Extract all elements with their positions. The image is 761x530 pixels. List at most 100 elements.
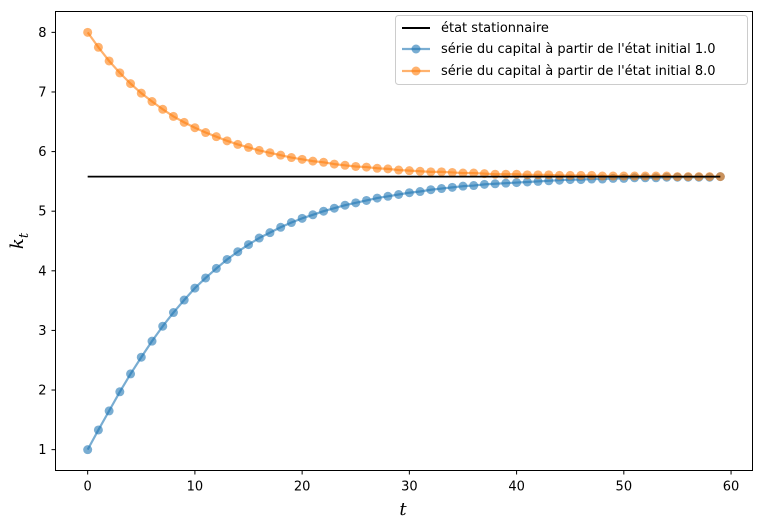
- series-2-point: [576, 170, 586, 180]
- legend-item-series-2: série du capital à partir de l'état init…: [402, 64, 716, 79]
- series-2-point: [168, 111, 178, 121]
- series-1-point: [426, 185, 436, 195]
- series-1-point: [533, 176, 543, 186]
- series-2-point: [233, 139, 243, 149]
- series-1-point: [490, 179, 500, 189]
- series-1-point: [244, 240, 254, 250]
- x-tick-label: 30: [401, 480, 418, 495]
- series-1-line: [86, 175, 721, 451]
- series-2-point: [158, 104, 168, 114]
- series-2-point: [329, 159, 339, 169]
- legend-box: [395, 15, 748, 85]
- legend-label-series-2: série du capital à partir de l'état init…: [441, 64, 716, 79]
- series-1-point: [308, 210, 318, 220]
- series-2-point: [415, 166, 425, 176]
- series-2-point: [351, 161, 361, 171]
- legend-item-steady-state: état stationnaire: [402, 21, 549, 36]
- series-1-point: [179, 295, 189, 305]
- plot-frame: [55, 11, 753, 471]
- y-tick-label: 8: [38, 26, 46, 41]
- series-1-point: [201, 273, 211, 283]
- series-2-point: [361, 162, 371, 172]
- series-2-point: [83, 27, 93, 37]
- legend-marker-series-2: [411, 66, 421, 76]
- series-2-point: [372, 163, 382, 173]
- series-2-point: [565, 170, 575, 180]
- y-axis-label-base: k: [7, 238, 28, 249]
- series-2-point: [201, 128, 211, 138]
- series-2-point: [544, 170, 554, 180]
- series-1-point: [447, 182, 457, 192]
- series-1-point: [158, 321, 168, 331]
- series-1-point: [404, 188, 414, 198]
- legend-item-series-1: série du capital à partir de l'état init…: [402, 42, 716, 57]
- series-2-point: [426, 167, 436, 177]
- y-tick-label: 5: [38, 205, 46, 220]
- series-1-point: [254, 233, 264, 243]
- series-1-point: [222, 254, 232, 264]
- series-1-point: [351, 198, 361, 208]
- y-tick-label: 2: [38, 384, 46, 399]
- x-axis-label: t: [399, 499, 407, 520]
- plot-area: [83, 27, 725, 455]
- series-2-point: [265, 148, 275, 158]
- series-1-point: [104, 406, 114, 416]
- x-axis-ticks: 0 10 20 30 40 50 60: [84, 470, 740, 495]
- series-1-point: [394, 190, 404, 199]
- series-2-point: [308, 156, 318, 166]
- series-1-point: [286, 218, 296, 228]
- series-1-point: [458, 181, 468, 191]
- series-1-point: [319, 206, 329, 216]
- y-tick-label: 3: [38, 324, 46, 339]
- series-2-point: [437, 167, 447, 177]
- series-1-point: [329, 203, 339, 213]
- y-axis-label-subscript: t: [17, 232, 32, 238]
- series-1-point: [383, 191, 393, 201]
- series-2-point: [136, 88, 146, 98]
- series-1-point: [361, 195, 371, 205]
- series-1-point: [190, 283, 200, 293]
- series-2-point: [276, 150, 286, 160]
- y-tick-label: 1: [38, 443, 46, 458]
- legend-label-steady-state: état stationnaire: [441, 21, 549, 36]
- series-1-point: [479, 179, 489, 189]
- series-1-point: [168, 308, 178, 318]
- series-1-point: [93, 425, 103, 435]
- series-2-point: [93, 42, 103, 52]
- series-1-point: [512, 178, 522, 188]
- series-2-point: [211, 132, 221, 142]
- series-2-point: [533, 170, 543, 180]
- x-tick-label: 40: [508, 480, 525, 495]
- series-1-point: [372, 193, 382, 203]
- legend-marker-series-1: [411, 44, 421, 54]
- series-2-point: [297, 154, 307, 164]
- series-1-point: [415, 187, 425, 197]
- y-axis-ticks: 1 2 3 4 5 6 7 8: [38, 26, 56, 458]
- series-1-point: [265, 228, 275, 238]
- x-tick-label: 50: [616, 480, 633, 495]
- series-1-point: [233, 247, 243, 257]
- series-2-point: [190, 123, 200, 133]
- series-1-point: [469, 181, 479, 191]
- series-1-point: [276, 222, 286, 232]
- y-axis-label: kt: [7, 232, 32, 249]
- series-2-point: [319, 157, 329, 167]
- series-2-point: [458, 168, 468, 178]
- series-2-point: [587, 170, 597, 180]
- series-2-point: [222, 136, 232, 146]
- series-1-point: [147, 336, 157, 346]
- series-2-point: [522, 170, 532, 180]
- series-2-point: [394, 165, 404, 175]
- series-1-point: [297, 213, 307, 223]
- series-1-point: [115, 387, 125, 397]
- x-tick-label: 60: [723, 480, 740, 495]
- x-tick-label: 0: [84, 480, 92, 495]
- series-1-point: [437, 184, 447, 194]
- legend-label-series-1: série du capital à partir de l'état init…: [441, 42, 716, 57]
- series-2-point: [115, 68, 125, 78]
- series-2-point: [554, 170, 564, 180]
- series-2-point: [179, 117, 189, 127]
- y-tick-label: 6: [38, 145, 46, 160]
- y-tick-label: 7: [38, 85, 46, 100]
- series-2-point: [469, 168, 479, 178]
